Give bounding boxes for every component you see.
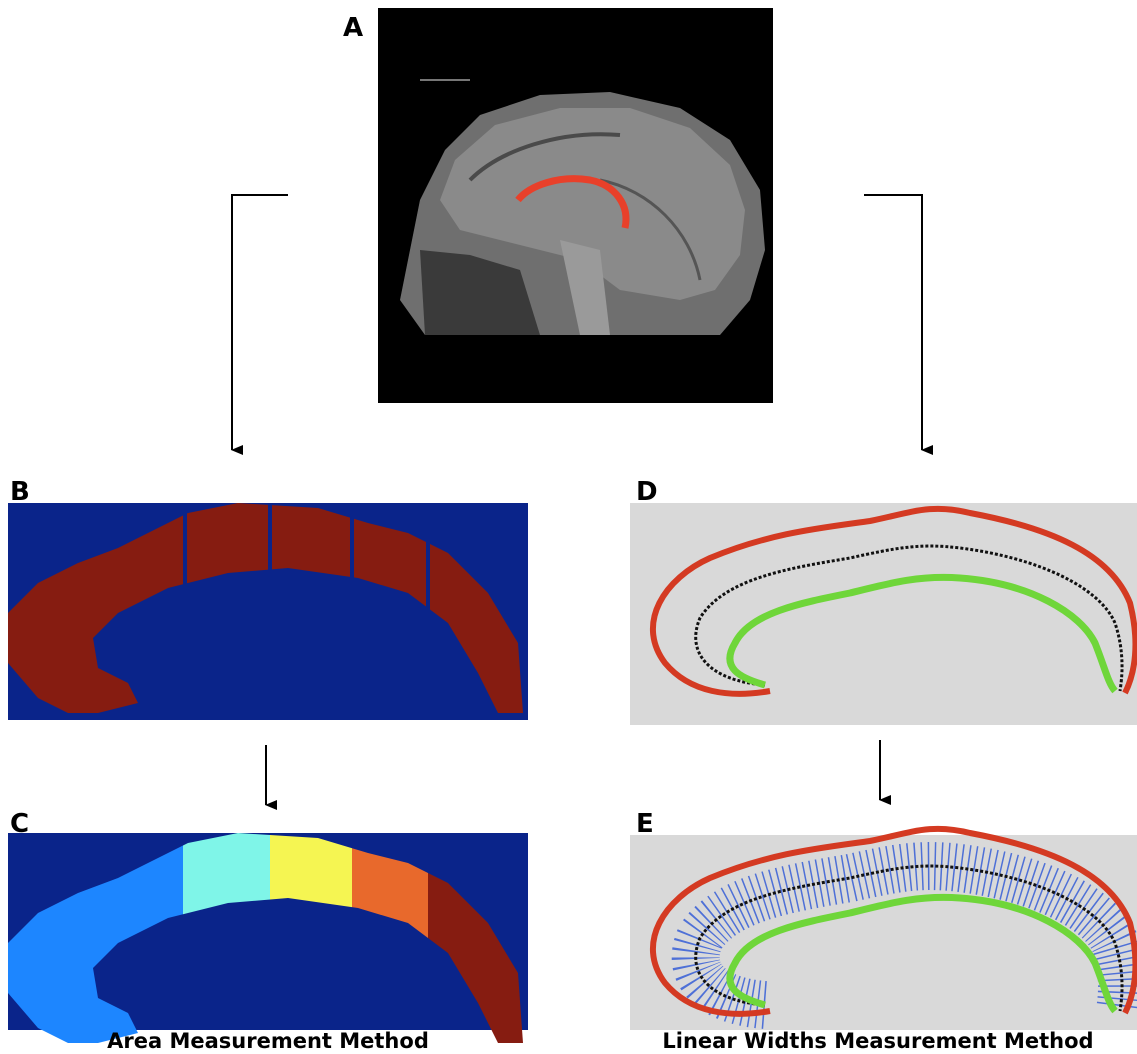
caption: Area Measurement Method (107, 1029, 429, 1053)
widths-panel (630, 825, 1137, 1030)
arrow (231, 194, 288, 455)
segmentation-panel (8, 503, 528, 720)
corpus-callosum-outline (515, 175, 630, 229)
arrow (864, 194, 933, 455)
panel-label: B (10, 477, 30, 507)
mri-head (400, 79, 765, 335)
contour-panel (630, 503, 1137, 725)
caption: Linear Widths Measurement Method (662, 1029, 1093, 1053)
panel-label: A (343, 13, 363, 43)
panel-label: C (10, 809, 29, 839)
panel-label: D (636, 477, 658, 507)
panel-label: E (636, 809, 654, 839)
regions-panel (8, 833, 528, 1043)
